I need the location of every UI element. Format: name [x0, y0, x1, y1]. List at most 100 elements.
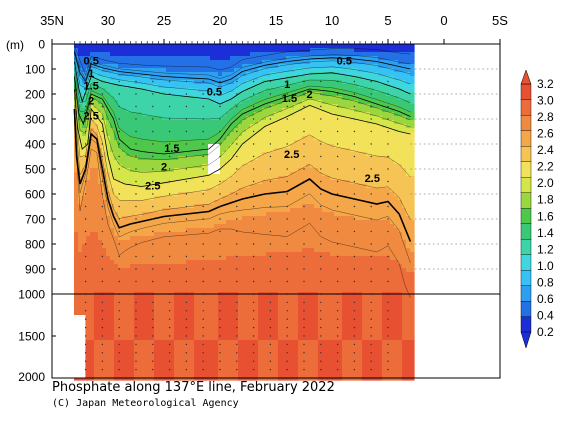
field-cell	[310, 144, 315, 149]
field-cell	[294, 224, 299, 229]
field-cell	[166, 296, 171, 301]
field-cell	[278, 312, 283, 317]
field-cell	[82, 96, 87, 101]
field-cell	[126, 184, 131, 189]
field-cell	[162, 216, 167, 221]
field-cell	[274, 340, 279, 345]
field-cell	[154, 200, 159, 205]
field-cell	[134, 188, 139, 193]
field-cell	[238, 336, 243, 341]
field-cell	[162, 268, 167, 273]
field-cell	[174, 288, 179, 293]
field-cell	[238, 52, 243, 57]
field-cell	[86, 328, 91, 333]
field-cell	[198, 48, 203, 53]
field-cell	[286, 336, 291, 341]
field-cell	[266, 208, 271, 213]
field-cell	[106, 288, 111, 293]
field-cell	[306, 320, 311, 325]
field-cell	[82, 72, 87, 77]
field-cell	[154, 104, 159, 109]
field-cell	[190, 232, 195, 237]
field-cell	[290, 360, 295, 365]
field-cell	[190, 324, 195, 329]
field-cell	[222, 216, 227, 221]
field-cell	[222, 164, 227, 169]
field-cell	[270, 184, 275, 189]
field-cell	[270, 332, 275, 337]
field-cell	[86, 312, 91, 317]
field-cell	[266, 164, 271, 169]
field-cell	[270, 328, 275, 333]
field-cell	[206, 192, 211, 197]
field-cell	[106, 160, 111, 165]
field-cell	[174, 172, 179, 177]
field-cell	[266, 88, 271, 93]
field-cell	[218, 304, 223, 309]
field-cell	[202, 196, 207, 201]
field-cell	[142, 160, 147, 165]
field-cell	[290, 164, 295, 169]
field-cell	[298, 340, 303, 345]
field-cell	[182, 268, 187, 273]
field-cell	[86, 368, 91, 373]
field-cell	[114, 44, 119, 49]
field-cell	[146, 96, 151, 101]
field-cell	[154, 276, 159, 281]
field-cell	[250, 352, 255, 357]
field-cell	[222, 196, 227, 201]
field-cell	[94, 160, 99, 165]
field-cell	[138, 340, 143, 345]
field-cell	[254, 128, 259, 133]
field-cell	[146, 280, 151, 285]
field-cell	[178, 52, 183, 57]
field-cell	[306, 48, 311, 53]
field-cell	[78, 124, 83, 129]
field-cell	[218, 196, 223, 201]
field-cell	[150, 220, 155, 225]
field-cell	[90, 272, 95, 277]
field-cell	[230, 308, 235, 313]
field-cell	[298, 308, 303, 313]
field-cell	[114, 216, 119, 221]
field-cell	[158, 312, 163, 317]
field-cell	[242, 200, 247, 205]
field-cell	[234, 64, 239, 69]
field-cell	[146, 188, 151, 193]
field-cell	[122, 132, 127, 137]
field-cell	[254, 100, 259, 105]
field-cell	[242, 220, 247, 225]
field-cell	[266, 312, 271, 317]
field-cell	[114, 296, 119, 301]
field-cell	[238, 116, 243, 121]
field-cell	[258, 168, 263, 173]
field-cell	[266, 228, 271, 233]
field-cell	[186, 156, 191, 161]
field-cell	[130, 124, 135, 129]
field-cell	[278, 48, 283, 53]
field-cell	[294, 188, 299, 193]
field-cell	[110, 116, 115, 121]
field-cell	[106, 124, 111, 129]
field-cell	[302, 316, 307, 321]
field-cell	[282, 80, 287, 85]
field-cell	[218, 228, 223, 233]
field-cell	[190, 56, 195, 61]
field-cell	[214, 216, 219, 221]
field-cell	[202, 360, 207, 365]
field-cell	[102, 332, 107, 337]
field-cell	[218, 344, 223, 349]
field-cell	[206, 324, 211, 329]
field-cell	[262, 332, 267, 337]
field-cell	[182, 316, 187, 321]
field-cell	[126, 164, 131, 169]
field-cell	[166, 196, 171, 201]
field-cell	[222, 348, 227, 353]
field-cell	[138, 80, 143, 85]
field-cell	[162, 260, 167, 265]
field-cell	[78, 284, 83, 289]
field-cell	[170, 80, 175, 85]
field-cell	[130, 48, 135, 53]
field-cell	[94, 260, 99, 265]
field-cell	[126, 360, 131, 365]
